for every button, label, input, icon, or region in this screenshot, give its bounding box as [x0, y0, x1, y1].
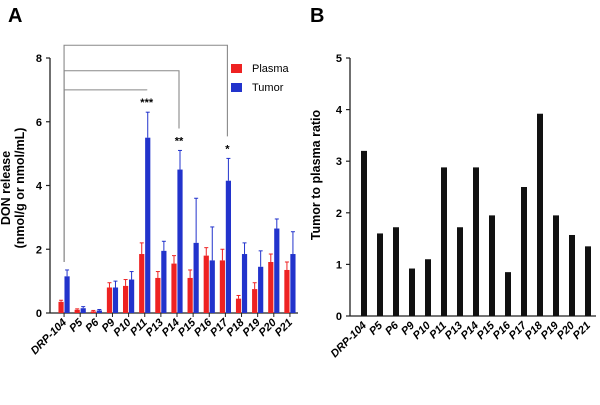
comparison-bracket-drp-104-p17: [63, 44, 228, 262]
chart-a-legend: Plasma Tumor: [231, 63, 290, 94]
comparison-bracket-drp-104-p14: [63, 70, 180, 262]
bar-ratio-p13: [457, 227, 463, 316]
chart-a-ylabel-line1: DON release: [0, 151, 13, 225]
chart-b-y-tick-label: 2: [336, 208, 342, 220]
bar-tumor-p13: [161, 250, 167, 313]
chart-b-category-drp-104: DRP-104: [329, 320, 369, 360]
bar-tumor-p21: [290, 254, 296, 313]
panel-b-label: B: [310, 5, 324, 27]
bar-plasma-p6: [90, 311, 96, 313]
bar-tumor-p14: [177, 169, 183, 313]
bar-ratio-p11: [441, 167, 447, 316]
legend-swatch-plasma: [231, 64, 242, 73]
bar-tumor-p16: [209, 260, 215, 313]
bar-ratio-p5: [377, 233, 383, 316]
bar-tumor-p20: [274, 228, 280, 313]
bar-ratio-p16: [505, 272, 511, 316]
chart-a-category-drp-104: DRP-104: [29, 317, 69, 357]
bar-ratio-p6: [393, 227, 399, 316]
chart-b: Tumor to plasma ratio 012345DRP-104P5P6P…: [309, 53, 596, 360]
bar-ratio-p19: [553, 215, 559, 316]
bar-plasma-p5: [74, 309, 80, 313]
bar-plasma-p10: [123, 285, 129, 313]
chart-a: DON release (nmol/g or nmol/mL) Plasma T…: [0, 44, 298, 357]
bar-ratio-p18: [537, 113, 543, 316]
bar-tumor-p11: [145, 137, 151, 313]
legend-swatch-tumor: [231, 83, 242, 92]
bar-ratio-p20: [569, 234, 575, 316]
bar-plasma-p21: [284, 269, 290, 313]
bar-plasma-p17: [219, 260, 225, 313]
chart-b-category-p21: P21: [571, 320, 593, 342]
legend-label-tumor: Tumor: [252, 82, 284, 94]
legend-label-plasma: Plasma: [252, 63, 290, 75]
chart-a-y-tick-label: 4: [36, 181, 43, 193]
bar-tumor-p5: [80, 308, 86, 313]
bar-plasma-p18: [235, 298, 242, 313]
bar-tumor-p18: [241, 254, 248, 313]
bar-tumor-p17: [225, 180, 231, 313]
chart-b-y-tick-label: 3: [336, 156, 342, 168]
chart-a-y-tick-label: 0: [36, 308, 42, 320]
significance-marker-p17: *: [225, 143, 230, 155]
bar-plasma-p11: [139, 254, 145, 313]
chart-a-y-tick-label: 2: [36, 244, 42, 256]
bar-plasma-p20: [268, 262, 274, 313]
comparison-bracket-drp-104-p11: [63, 89, 148, 262]
bar-ratio-p17: [521, 187, 527, 316]
bar-plasma-p19: [252, 289, 258, 313]
chart-b-y-tick-label: 1: [336, 259, 342, 271]
significance-marker-p11: ***: [140, 97, 154, 109]
bar-plasma-p13: [155, 277, 161, 313]
chart-a-y-tick-label: 6: [36, 117, 42, 129]
panel-a-label: A: [8, 5, 22, 27]
bar-tumor-p10: [129, 279, 135, 313]
bar-tumor-drp-104: [64, 276, 70, 313]
bar-ratio-p9: [409, 268, 415, 316]
chart-b-y-tick-label: 0: [336, 311, 342, 323]
bar-plasma-p15: [187, 277, 193, 313]
chart-a-ylabel-line2: (nmol/g or nmol/mL): [13, 128, 27, 249]
significance-marker-p14: **: [175, 135, 184, 147]
bar-plasma-drp-104: [58, 301, 64, 313]
chart-b-y-tick-label: 5: [336, 53, 342, 65]
bar-tumor-p19: [258, 266, 264, 313]
chart-a-category-p21: P21: [273, 317, 295, 339]
bar-plasma-p9: [106, 287, 113, 313]
chart-b-ylabel: Tumor to plasma ratio: [309, 109, 323, 240]
bar-ratio-drp-104: [361, 150, 367, 316]
bar-ratio-p10: [425, 259, 431, 316]
bar-plasma-p16: [203, 255, 209, 313]
bar-ratio-p21: [585, 246, 591, 316]
bar-ratio-p14: [473, 167, 479, 316]
chart-b-y-tick-label: 4: [336, 105, 343, 117]
bar-tumor-p15: [193, 242, 199, 313]
bar-plasma-p14: [171, 263, 177, 313]
bar-ratio-p15: [489, 215, 495, 316]
bar-tumor-p9: [112, 287, 119, 313]
bar-tumor-p6: [96, 310, 102, 313]
chart-a-y-tick-label: 8: [36, 53, 42, 65]
